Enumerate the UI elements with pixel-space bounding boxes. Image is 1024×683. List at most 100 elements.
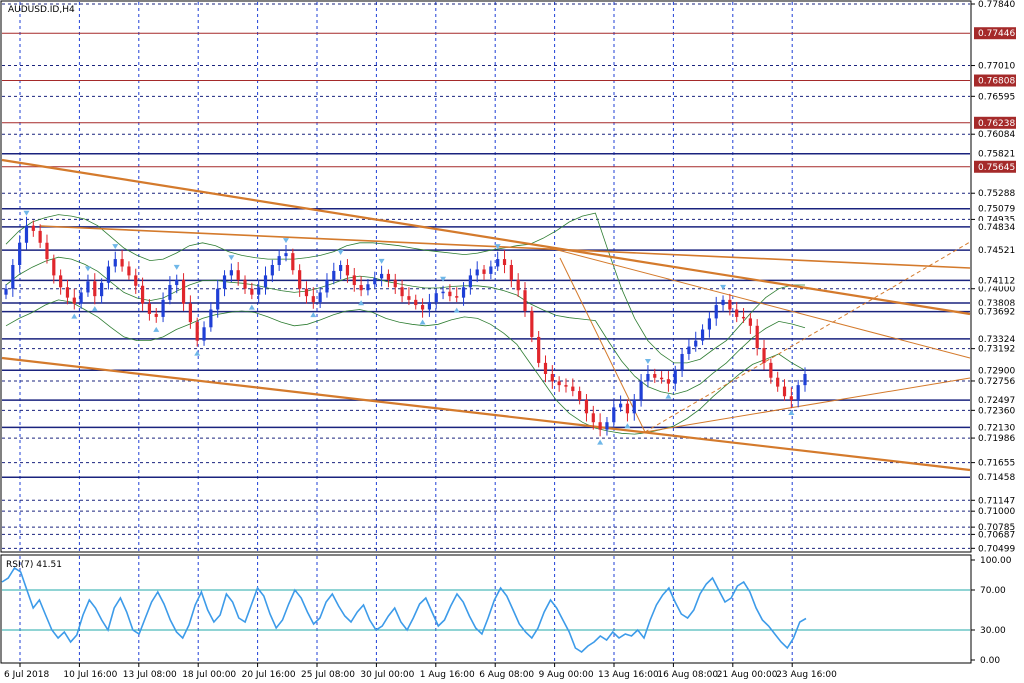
candles-layer [4, 216, 807, 437]
bearish-candle [59, 275, 63, 288]
time-tick-label: 18 Jul 00:00 [182, 670, 236, 680]
bullish-candle [707, 318, 711, 330]
blue-price-tag [974, 394, 1016, 407]
bullish-candle [721, 299, 725, 306]
rsi-tick-label: 70.00 [980, 586, 1006, 596]
bullish-candle [441, 291, 445, 294]
price-tick-label: 0.76595 [978, 92, 1015, 102]
fractal-down-icon [624, 423, 631, 429]
price-tick-label: 0.77010 [978, 62, 1015, 72]
time-tick-label: 21 Aug 00:00 [717, 670, 778, 680]
upper-channel-trendline [1, 158, 971, 316]
bullish-candle [803, 374, 807, 386]
bearish-candle [591, 413, 595, 423]
price-tick-label: 0.70687 [978, 530, 1015, 540]
time-tick-label: 1 Aug 16:00 [420, 670, 475, 680]
blue-price-tag [974, 220, 1016, 233]
bearish-candle [407, 296, 411, 300]
price-tick-label: 0.72360 [978, 406, 1015, 416]
time-tick-label: 30 Jul 00:00 [360, 670, 414, 680]
bearish-candle [414, 299, 418, 306]
bearish-candle [93, 281, 97, 297]
bullish-candle [496, 259, 500, 267]
fractal-up-icon [440, 276, 447, 282]
blue-price-tag [974, 364, 1016, 377]
bearish-candle [140, 285, 145, 304]
bullish-candle [379, 273, 384, 279]
bullish-candle [284, 253, 288, 257]
bullish-candle [257, 287, 261, 295]
fractal-down-icon [665, 393, 672, 399]
bullish-candle [100, 282, 104, 297]
bearish-candle [420, 305, 425, 310]
bearish-candle [386, 273, 391, 280]
bullish-candle [680, 353, 684, 371]
fractal-down-icon [788, 409, 795, 415]
bearish-candle [304, 288, 309, 297]
bullish-candle [106, 266, 111, 283]
bullish-candle [332, 270, 336, 280]
blue-price-tag [974, 332, 1016, 345]
bullish-candle [113, 259, 117, 267]
blue-price-tag-label: 0.72900 [978, 366, 1015, 376]
rsi-line [1, 566, 807, 654]
bullish-candle [339, 265, 343, 271]
bullish-candle [373, 278, 377, 285]
price-tick-label: 0.71000 [978, 507, 1015, 517]
bearish-candle [666, 379, 671, 384]
bullish-candle [270, 265, 274, 276]
rsi-panel-frame [0, 554, 972, 664]
bearish-candle [543, 362, 548, 375]
main-chart-frame [0, 0, 972, 553]
price-tick-label: 0.71986 [978, 434, 1015, 444]
bearish-candle [448, 291, 452, 297]
bearish-candle [523, 290, 527, 311]
price-tick-label: 0.72756 [978, 377, 1015, 387]
blue-price-tag-label: 0.73808 [978, 299, 1015, 309]
bullish-candle [366, 284, 370, 291]
bullish-candle [325, 279, 329, 293]
bearish-candle [564, 385, 568, 387]
fractal-up-icon [282, 238, 289, 244]
price-tick-label: 0.73192 [978, 345, 1015, 355]
fractal-up-icon [84, 266, 91, 272]
fractal-down-icon [91, 306, 98, 312]
bearish-candle [509, 265, 513, 280]
fractal-down-icon [153, 326, 160, 332]
price-tick-label: 0.74000 [978, 285, 1015, 295]
price-tick-label: 0.74935 [978, 215, 1015, 225]
bullish-candle [4, 288, 8, 295]
rsi-tick-label: 0.00 [980, 656, 1000, 666]
blue-price-tag-label: 0.74521 [978, 246, 1015, 256]
bearish-candle [31, 225, 35, 231]
bullish-candle [605, 422, 609, 430]
fractal-down-icon [310, 312, 317, 318]
rsi-label: RSI(7) 41.51 [6, 560, 62, 570]
fractal-up-icon [337, 250, 344, 256]
bearish-candle [120, 259, 124, 267]
bearish-candle [393, 279, 397, 288]
blue-price-tag [974, 147, 1016, 160]
bearish-candle [400, 287, 404, 297]
bearish-candle [45, 242, 49, 260]
bullish-candle [202, 327, 206, 341]
bullish-candle [79, 292, 83, 304]
bullish-candle [468, 275, 472, 288]
bullish-candle [209, 309, 213, 328]
bullish-candle [427, 302, 432, 310]
bollinger-upper-band [5, 212, 805, 364]
descending-trendline [549, 247, 971, 359]
time-tick-label: 6 Aug 08:00 [479, 670, 534, 680]
bullish-candle [86, 281, 90, 293]
bearish-candle [584, 399, 589, 414]
price-tick-label: 0.71655 [978, 459, 1015, 469]
bullish-candle [489, 266, 493, 274]
price-tick-label: 0.75288 [978, 189, 1015, 199]
bearish-candle [571, 386, 575, 392]
red-price-tag [974, 74, 1016, 87]
rsi-layer: 100.00 70.00 30.00 0.00 [1, 556, 1012, 666]
bearish-candle [755, 325, 759, 349]
red-price-tag [974, 27, 1016, 40]
bullish-candle [632, 399, 636, 414]
